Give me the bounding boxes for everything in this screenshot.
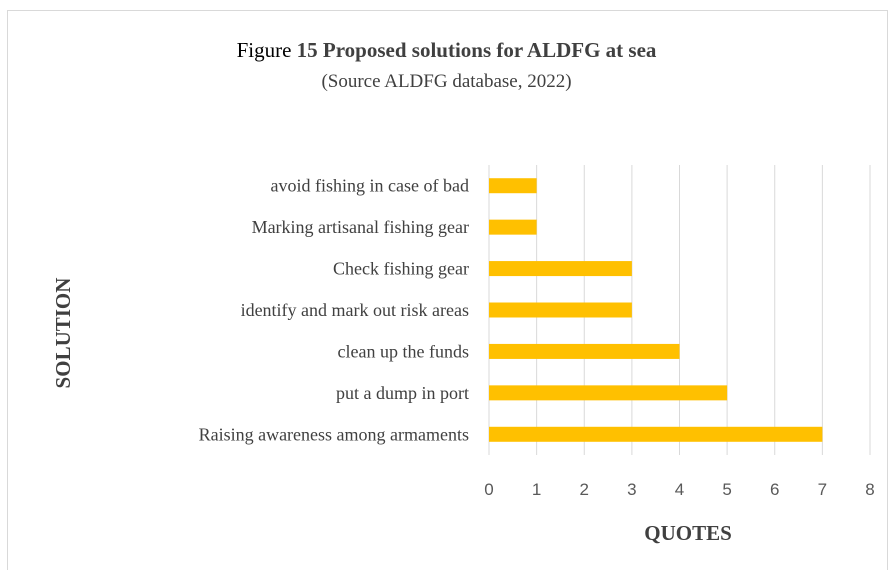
bar: [489, 385, 728, 401]
bar: [489, 343, 680, 359]
bars: [489, 178, 823, 442]
category-label: put a dump in port: [336, 383, 469, 403]
x-tick-label: 2: [580, 480, 589, 499]
x-tick-labels: 0 1 2 3 4 5 6 7 8: [484, 480, 874, 499]
category-labels: avoid fishing in case of bad Marking arti…: [199, 176, 469, 445]
bar: [489, 426, 823, 442]
category-label: identify and mark out risk areas: [241, 300, 469, 320]
category-label: clean up the funds: [338, 341, 469, 361]
chart-title-main: 15 Proposed solutions for ALDFG at sea: [296, 38, 657, 62]
x-tick-label: 1: [532, 480, 541, 499]
x-tick-label: 6: [770, 480, 779, 499]
bar: [489, 219, 537, 235]
x-tick-label: 7: [818, 480, 827, 499]
bar: [489, 302, 632, 318]
x-tick-label: 5: [722, 480, 731, 499]
x-axis-title: QUOTES: [644, 521, 732, 545]
category-label: Check fishing gear: [333, 259, 469, 279]
category-label: avoid fishing in case of bad: [271, 176, 469, 196]
x-tick-label: 8: [865, 480, 874, 499]
chart-frame: [7, 10, 888, 570]
chart-title-prefix: Figure: [236, 38, 292, 62]
bar: [489, 178, 537, 194]
bar: [489, 261, 632, 277]
category-label: Raising awareness among armaments: [199, 424, 469, 444]
category-label: Marking artisanal fishing gear: [252, 217, 469, 237]
x-tick-label: 3: [627, 480, 636, 499]
chart-subtitle: (Source ALDFG database, 2022): [321, 71, 572, 92]
x-tick-label: 0: [484, 480, 493, 499]
chart-title: Figure 15 Proposed solutions for ALDFG a…: [0, 38, 893, 63]
x-tick-label: 4: [675, 480, 684, 499]
y-axis-title: SOLUTION: [51, 278, 75, 389]
